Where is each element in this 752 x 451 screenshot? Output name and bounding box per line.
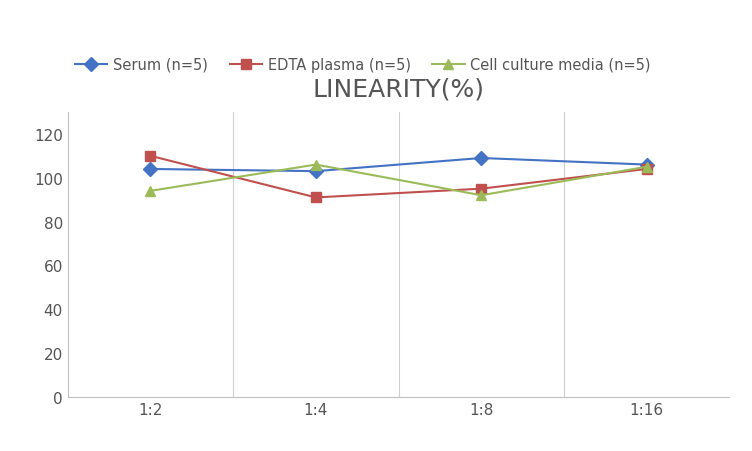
Line: Cell culture media (n=5): Cell culture media (n=5): [146, 161, 651, 201]
Serum (n=5): [311, 169, 320, 175]
Cell culture media (n=5): [311, 162, 320, 168]
EDTA plasma (n=5): [311, 195, 320, 201]
Title: LINEARITY(%): LINEARITY(%): [313, 77, 484, 101]
Legend: Serum (n=5), EDTA plasma (n=5), Cell culture media (n=5): Serum (n=5), EDTA plasma (n=5), Cell cul…: [75, 58, 650, 73]
EDTA plasma (n=5): [477, 187, 486, 192]
Serum (n=5): [642, 162, 651, 168]
Line: EDTA plasma (n=5): EDTA plasma (n=5): [146, 152, 651, 203]
EDTA plasma (n=5): [146, 154, 155, 159]
EDTA plasma (n=5): [642, 167, 651, 172]
Serum (n=5): [146, 167, 155, 172]
Line: Serum (n=5): Serum (n=5): [146, 154, 651, 177]
Cell culture media (n=5): [642, 165, 651, 170]
Cell culture media (n=5): [477, 193, 486, 198]
Cell culture media (n=5): [146, 189, 155, 194]
Serum (n=5): [477, 156, 486, 161]
